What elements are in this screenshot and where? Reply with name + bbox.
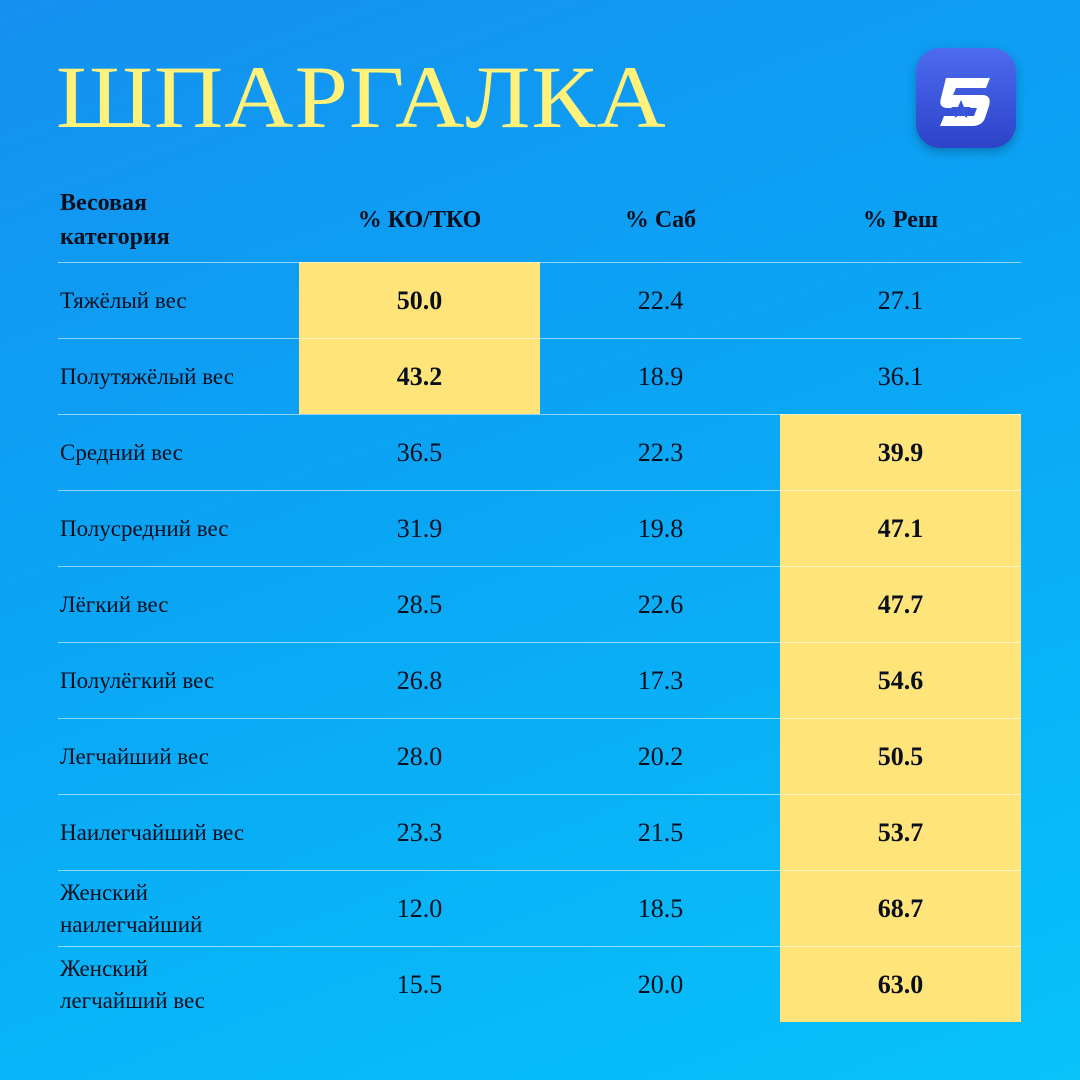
weight-class-name: Средний вес: [60, 439, 183, 465]
ko-tko-value: 28.0: [396, 741, 443, 771]
ko-tko-value: 23.3: [396, 817, 443, 847]
table-row: Средний вес 36.5 22.3 39.9: [58, 414, 1021, 490]
header-submission: % Саб: [624, 207, 697, 233]
submission-value: 19.8: [637, 513, 684, 543]
decision-value: 39.9: [877, 437, 924, 467]
ko-tko-value: 36.5: [396, 437, 443, 467]
submission-value: 18.9: [637, 361, 684, 391]
table-header: Весовая категория % КО/ТКО % Саб % Реш: [58, 186, 1021, 262]
weight-class-name: Женский наилегчайший: [60, 879, 203, 937]
decision-value: 53.7: [877, 817, 924, 847]
decision-value: 50.5: [877, 741, 924, 771]
submission-value: 18.5: [637, 893, 684, 923]
header-ko-tko: % КО/ТКО: [357, 207, 482, 233]
ko-tko-value: 43.2: [396, 361, 443, 391]
weight-class-name: Легчайший вес: [60, 743, 209, 769]
weight-class-name: Тяжёлый вес: [60, 287, 187, 313]
decision-value: 27.1: [877, 285, 924, 315]
submission-value: 22.3: [637, 437, 684, 467]
weight-class-name: Наилегчайший вес: [60, 819, 245, 845]
table-body: Тяжёлый вес 50.0 22.4 27.1 Полутяжёлый вес 43…: [58, 262, 1021, 1022]
table-row: Наилегчайший вес 23.3 21.5 53.7: [58, 794, 1021, 870]
decision-value: 47.7: [877, 589, 924, 619]
ko-tko-value: 12.0: [396, 893, 443, 923]
submission-value: 22.4: [637, 285, 684, 315]
ko-tko-value: 26.8: [396, 665, 443, 695]
table-row: Полулёгкий вес 26.8 17.3 54.6: [58, 642, 1021, 718]
table-row: Женский наилегчайший 12.0 18.5 68.7: [58, 870, 1021, 946]
app-logo: [916, 48, 1016, 148]
table-row: Полутяжёлый вес 43.2 18.9 36.1: [58, 338, 1021, 414]
decision-value: 68.7: [877, 893, 924, 923]
page-title: ШПАРГАЛКА: [56, 46, 667, 147]
submission-value: 21.5: [637, 817, 684, 847]
submission-value: 20.0: [637, 969, 684, 999]
decision-value: 36.1: [877, 361, 924, 391]
decision-value: 63.0: [877, 969, 924, 999]
submission-value: 17.3: [637, 665, 684, 695]
weight-class-name: Полусредний вес: [60, 515, 229, 541]
weight-class-name: Женский легчайший вес: [60, 955, 205, 1013]
weight-class-name: Полутяжёлый вес: [60, 363, 234, 389]
decision-value: 54.6: [877, 665, 924, 695]
decision-value: 47.1: [877, 513, 924, 543]
table-row: Легчайший вес 28.0 20.2 50.5: [58, 718, 1021, 794]
header-weight-class: Весовая категория: [60, 190, 170, 250]
header-decision: % Реш: [862, 207, 939, 233]
submission-value: 20.2: [637, 741, 684, 771]
s-star-logo-icon: [940, 78, 990, 126]
ko-tko-value: 31.9: [396, 513, 443, 543]
table-row: Лёгкий вес 28.5 22.6 47.7: [58, 566, 1021, 642]
ko-tko-value: 50.0: [396, 285, 443, 315]
weight-class-name: Лёгкий вес: [60, 591, 169, 617]
table-row: Тяжёлый вес 50.0 22.4 27.1: [58, 262, 1021, 338]
table-row: Женский легчайший вес 15.5 20.0 63.0: [58, 946, 1021, 1022]
weight-class-name: Полулёгкий вес: [60, 667, 215, 693]
submission-value: 22.6: [637, 589, 684, 619]
ko-tko-value: 15.5: [396, 969, 443, 999]
table-row: Полусредний вес 31.9 19.8 47.1: [58, 490, 1021, 566]
ko-tko-value: 28.5: [396, 589, 443, 619]
